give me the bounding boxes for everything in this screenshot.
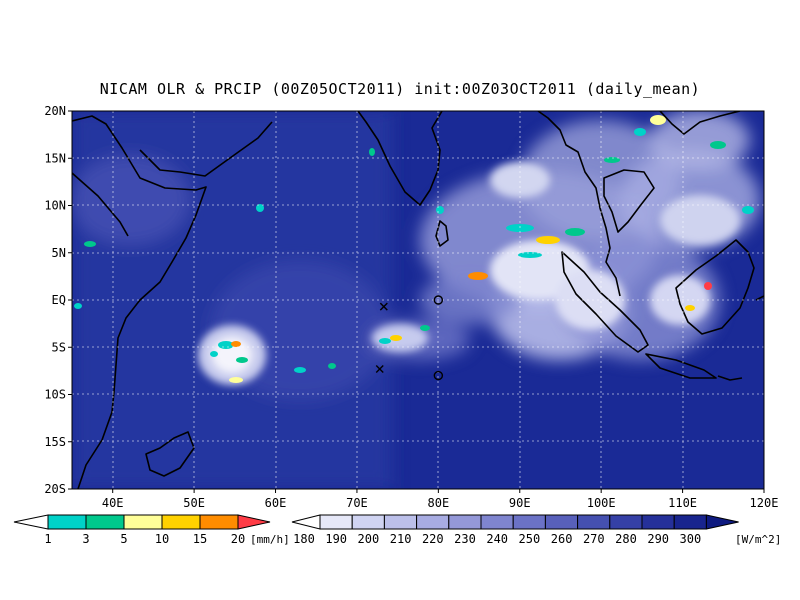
longitude-axis: 40E 50E 60E 70E 80E 90E 100E 110E 120E bbox=[102, 489, 779, 510]
olr-color-box bbox=[383, 514, 418, 530]
lat-tick-label: 5S bbox=[52, 340, 66, 354]
lat-tick-label: EQ bbox=[52, 293, 66, 307]
olr-color-box bbox=[512, 514, 546, 530]
lat-tick-label: 10S bbox=[44, 388, 66, 402]
x-marker bbox=[375, 364, 384, 373]
olr-legend-label: 220 bbox=[422, 532, 444, 546]
precip-legend-label: 1 bbox=[44, 532, 51, 546]
olr-color-box bbox=[544, 514, 579, 530]
lon-tick-label: 70E bbox=[346, 496, 368, 510]
lon-tick-label: 90E bbox=[509, 496, 531, 510]
lon-tick-label: 120E bbox=[750, 496, 779, 510]
lat-tick-label: 20N bbox=[44, 104, 66, 118]
olr-color-box bbox=[351, 514, 385, 530]
precip-over-triangle bbox=[237, 514, 271, 530]
circle-marker bbox=[433, 370, 444, 381]
olr-color-box bbox=[416, 514, 450, 530]
lon-tick-label: 110E bbox=[668, 496, 697, 510]
olr-color-box bbox=[480, 514, 514, 530]
olr-legend-label: 260 bbox=[551, 532, 573, 546]
precip-legend-label: 15 bbox=[193, 532, 207, 546]
olr-unit-label: [W/m^2] bbox=[735, 533, 781, 546]
map-title: NICAM OLR & PRCIP (00Z05OCT2011) init:00… bbox=[99, 80, 701, 98]
lat-tick-label: 15N bbox=[44, 151, 66, 165]
circle-marker bbox=[433, 295, 444, 305]
olr-legend-label: 190 bbox=[325, 532, 347, 546]
precip-legend-label: 5 bbox=[120, 532, 127, 546]
lon-tick-label: 100E bbox=[587, 496, 616, 510]
olr-legend-label: 270 bbox=[583, 532, 605, 546]
lat-tick-label: 20S bbox=[44, 482, 66, 496]
precip-color-box bbox=[161, 514, 201, 530]
precip-color-box bbox=[85, 514, 125, 530]
precip-color-box bbox=[199, 514, 239, 530]
olr-legend-label: 280 bbox=[615, 532, 637, 546]
olr-color-box bbox=[319, 514, 353, 530]
olr-legend-label: 300 bbox=[680, 532, 702, 546]
map-area bbox=[72, 111, 764, 489]
olr-legend-label: 200 bbox=[358, 532, 380, 546]
precip-color-box bbox=[47, 514, 87, 530]
olr-legend-label: 230 bbox=[454, 532, 476, 546]
olr-color-box bbox=[609, 514, 643, 530]
precip-legend-label: 20 bbox=[231, 532, 245, 546]
lon-tick-label: 80E bbox=[428, 496, 450, 510]
olr-color-box bbox=[673, 514, 707, 530]
olr-legend-label: 240 bbox=[486, 532, 508, 546]
olr-legend-label: 210 bbox=[390, 532, 412, 546]
precip-legend-label: 3 bbox=[82, 532, 89, 546]
precip-under-triangle bbox=[13, 514, 49, 530]
lat-tick-label: 10N bbox=[44, 199, 66, 213]
olr-legend-label: 180 bbox=[293, 532, 315, 546]
olr-legend-label: 290 bbox=[647, 532, 669, 546]
precip-unit-label: [mm/h] bbox=[250, 533, 290, 546]
olr-color-box bbox=[641, 514, 675, 530]
lat-tick-label: 5N bbox=[52, 246, 66, 260]
olr-color-box bbox=[577, 514, 611, 530]
olr-legend-label: 250 bbox=[519, 532, 541, 546]
olr-under-triangle bbox=[291, 514, 321, 530]
precip-legend-label: 10 bbox=[155, 532, 169, 546]
olr-over-triangle bbox=[705, 514, 739, 530]
olr-legend: 180 190 200 210 220 230 240 250 260 270 280 290 300 [… bbox=[291, 514, 781, 546]
lat-tick-label: 15S bbox=[44, 435, 66, 449]
precip-legend: 1 3 5 10 15 20 [mm/h] bbox=[13, 514, 290, 546]
map-markers bbox=[375, 295, 444, 381]
lon-tick-label: 50E bbox=[183, 496, 205, 510]
precip-color-box bbox=[123, 514, 163, 530]
x-marker bbox=[379, 302, 388, 311]
olr-color-box bbox=[448, 514, 482, 530]
lon-tick-label: 60E bbox=[265, 496, 287, 510]
latitude-axis: 20N 15N 10N 5N EQ 5S 10S 15S 20S bbox=[44, 104, 72, 496]
lon-tick-label: 40E bbox=[102, 496, 124, 510]
